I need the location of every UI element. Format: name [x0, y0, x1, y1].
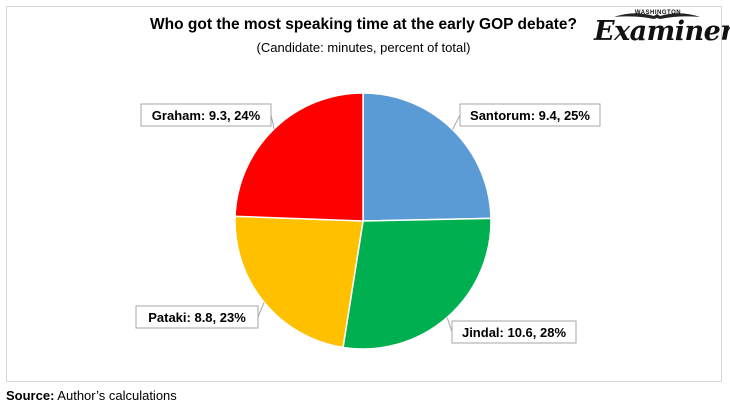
washington-examiner-logo: WASHINGTON Examiner [594, 10, 730, 54]
chart-subtitle: (Candidate: minutes, percent of total) [256, 40, 471, 55]
source-label: Source: [6, 388, 55, 403]
pie-slice-pataki [234, 215, 364, 349]
pie-callouts: Santorum: 9.4, 25% Jindal: 10.6, 28% Patak… [135, 103, 601, 344]
chart-title: Who got the most speaking time at the ea… [150, 16, 577, 33]
logo-big-text: Examiner [594, 16, 730, 47]
leader-line-santorum [452, 114, 461, 130]
source-note: Source: Author’s calculations [6, 388, 177, 403]
data-label-santorum: Santorum: 9.4, 25% [470, 108, 590, 123]
callout-box-pataki [135, 305, 259, 329]
data-label-jindal: Jindal: 10.6, 28% [462, 325, 566, 340]
source-text: Author’s calculations [54, 388, 177, 403]
leader-line-jindal [446, 317, 453, 333]
pie-slice-graham [234, 92, 364, 222]
callout-box-jindal [451, 320, 577, 344]
pie-slice-jindal [342, 217, 492, 350]
data-label-graham: Graham: 9.3, 24% [152, 108, 261, 123]
callout-box-graham [140, 103, 272, 127]
eagle-icon [614, 13, 700, 19]
pie-slices [234, 92, 492, 350]
leader-line-pataki [257, 302, 265, 318]
callout-box-santorum [459, 103, 601, 127]
leader-line-graham [270, 114, 275, 129]
data-label-pataki: Pataki: 8.8, 23% [148, 310, 246, 325]
logo-small-text: WASHINGTON [634, 10, 682, 16]
